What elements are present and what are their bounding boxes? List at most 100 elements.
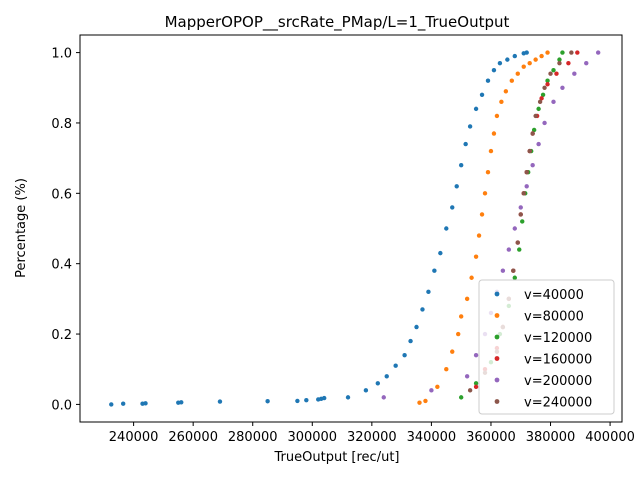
data-point [545, 78, 550, 83]
legend-marker [494, 399, 500, 404]
data-point [524, 170, 529, 175]
data-point [511, 268, 516, 273]
chart-title: MapperOPOP__srcRate_PMap/L=1_TrueOutput [165, 13, 510, 32]
legend-label: v=160000 [524, 353, 592, 368]
data-point [531, 127, 537, 133]
data-point [518, 205, 523, 210]
data-point [497, 60, 503, 66]
data-point [109, 402, 114, 407]
data-point [560, 85, 565, 90]
data-point [454, 184, 459, 189]
data-point [518, 212, 523, 217]
data-point [520, 219, 525, 224]
legend-label: v=240000 [524, 396, 592, 411]
data-point [464, 374, 470, 379]
data-point [539, 96, 544, 101]
data-point [435, 384, 440, 390]
data-point [506, 247, 512, 252]
data-point [566, 60, 571, 66]
data-point [363, 388, 369, 393]
data-point [408, 338, 413, 344]
legend: v=40000 v=80000 v=120000 v=160000 v=200000 v=… [478, 279, 615, 415]
data-point [217, 399, 223, 404]
x-tick-label: 400000 [585, 430, 635, 445]
data-point [595, 50, 601, 55]
x-tick-label: 340000 [407, 430, 457, 445]
legend-label: v=80000 [524, 310, 584, 325]
data-point [540, 92, 546, 98]
data-point [426, 289, 431, 295]
y-tick-label: 0.4 [51, 258, 72, 273]
data-point [444, 226, 449, 231]
data-point [444, 367, 449, 372]
x-tick-label: 320000 [347, 430, 397, 445]
x-tick-label: 280000 [228, 430, 278, 445]
data-point [402, 352, 407, 358]
data-point [485, 78, 491, 83]
data-point [512, 53, 517, 59]
data-point [536, 141, 541, 147]
data-point [414, 324, 419, 330]
x-tick-label: 380000 [526, 430, 576, 445]
data-point [515, 240, 520, 245]
y-tick-label: 0.2 [51, 328, 72, 343]
data-point [533, 57, 538, 62]
y-tick-label: 0.8 [51, 117, 72, 132]
x-tick-label: 260000 [168, 430, 218, 445]
data-point [499, 99, 504, 105]
data-point [500, 268, 506, 273]
x-axis: 240000 260000 280000 300000 320000 340000 3600… [109, 422, 635, 445]
data-point [463, 141, 468, 147]
data-point [569, 50, 574, 55]
data-point [512, 275, 517, 280]
data-point [536, 106, 541, 112]
data-point [575, 50, 580, 55]
data-point [545, 82, 550, 87]
data-point [527, 60, 532, 66]
legend-marker [494, 291, 500, 297]
data-point [524, 184, 529, 189]
data-point [479, 92, 485, 98]
y-tick-label: 0.6 [51, 187, 72, 202]
data-point [450, 205, 455, 210]
data-point [384, 374, 389, 379]
data-point [557, 57, 562, 62]
data-point [530, 131, 535, 136]
data-point [551, 67, 556, 73]
x-tick-label: 360000 [466, 430, 516, 445]
data-point [473, 384, 479, 390]
data-point [488, 148, 494, 154]
legend-label: v=40000 [524, 288, 584, 303]
data-point [537, 99, 543, 105]
data-point [505, 57, 510, 62]
series-0 [109, 50, 529, 407]
data-point [524, 50, 529, 55]
data-point [533, 113, 538, 119]
legend-marker [494, 356, 500, 361]
data-point [438, 250, 443, 256]
data-point [456, 331, 461, 337]
data-point [295, 398, 300, 404]
data-point [381, 395, 386, 400]
data-point [491, 131, 497, 136]
data-point [473, 254, 479, 259]
data-point [509, 78, 515, 83]
data-point [473, 352, 479, 358]
data-point [512, 226, 517, 231]
y-tick-label: 1.0 [51, 47, 72, 62]
data-point [503, 89, 509, 94]
legend-marker [494, 313, 500, 318]
data-point [545, 50, 550, 55]
data-point [321, 395, 327, 401]
data-point [423, 398, 428, 404]
legend-marker [494, 377, 500, 383]
data-point [491, 67, 497, 73]
data-point [265, 399, 270, 404]
data-point [120, 401, 126, 406]
data-point [554, 71, 559, 76]
data-point [530, 162, 535, 168]
legend-marker [494, 334, 500, 340]
data-point [548, 71, 553, 76]
data-point [584, 60, 589, 66]
